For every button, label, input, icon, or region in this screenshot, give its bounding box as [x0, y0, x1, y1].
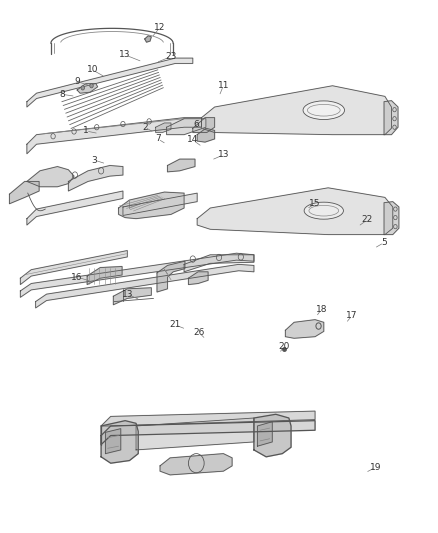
Text: 8: 8 [59, 90, 65, 99]
Text: 3: 3 [92, 156, 97, 165]
Polygon shape [87, 266, 122, 285]
Polygon shape [155, 123, 171, 133]
Polygon shape [197, 188, 393, 235]
Polygon shape [27, 118, 201, 154]
Polygon shape [160, 454, 232, 475]
Text: 10: 10 [87, 66, 98, 74]
Text: 2: 2 [142, 123, 148, 132]
Text: 18: 18 [316, 304, 327, 313]
Circle shape [81, 86, 85, 90]
Text: 16: 16 [71, 273, 83, 281]
Polygon shape [20, 251, 127, 285]
Polygon shape [77, 84, 98, 93]
Polygon shape [197, 128, 215, 142]
Text: 7: 7 [155, 134, 161, 143]
Text: 13: 13 [122, 289, 133, 298]
Text: 13: 13 [120, 51, 131, 59]
Polygon shape [157, 261, 185, 292]
Polygon shape [68, 165, 123, 191]
Polygon shape [286, 320, 324, 338]
Circle shape [90, 84, 93, 88]
Text: 22: 22 [362, 215, 373, 224]
Polygon shape [10, 181, 39, 204]
Polygon shape [119, 192, 184, 219]
Polygon shape [145, 36, 151, 42]
Polygon shape [136, 418, 254, 450]
Text: 15: 15 [309, 199, 321, 208]
Text: 23: 23 [165, 52, 177, 61]
Text: 14: 14 [187, 135, 198, 144]
Text: 19: 19 [370, 463, 381, 472]
Polygon shape [101, 411, 315, 426]
Polygon shape [27, 58, 193, 107]
Text: 5: 5 [381, 238, 387, 247]
Polygon shape [27, 166, 74, 187]
Polygon shape [166, 119, 206, 135]
Polygon shape [101, 421, 315, 445]
Text: 11: 11 [218, 81, 229, 90]
Text: 6: 6 [194, 119, 199, 128]
Polygon shape [101, 421, 138, 463]
Polygon shape [35, 264, 254, 308]
Polygon shape [123, 193, 197, 215]
Ellipse shape [303, 101, 345, 119]
Polygon shape [106, 429, 121, 454]
Text: 1: 1 [83, 126, 89, 135]
Polygon shape [167, 159, 195, 172]
Text: 21: 21 [170, 320, 181, 329]
Polygon shape [20, 253, 254, 297]
Polygon shape [193, 118, 215, 133]
Ellipse shape [304, 202, 343, 219]
Text: 20: 20 [278, 342, 290, 351]
Text: 26: 26 [194, 328, 205, 337]
Polygon shape [258, 422, 272, 446]
Polygon shape [384, 201, 399, 235]
Polygon shape [254, 414, 291, 457]
Polygon shape [27, 191, 123, 225]
Polygon shape [188, 272, 208, 285]
Polygon shape [113, 288, 151, 305]
Polygon shape [184, 255, 254, 272]
Text: 12: 12 [154, 23, 166, 32]
Text: 9: 9 [74, 77, 80, 86]
Polygon shape [384, 101, 398, 135]
Text: 17: 17 [346, 311, 358, 320]
Polygon shape [201, 86, 392, 135]
Text: 13: 13 [218, 150, 229, 159]
